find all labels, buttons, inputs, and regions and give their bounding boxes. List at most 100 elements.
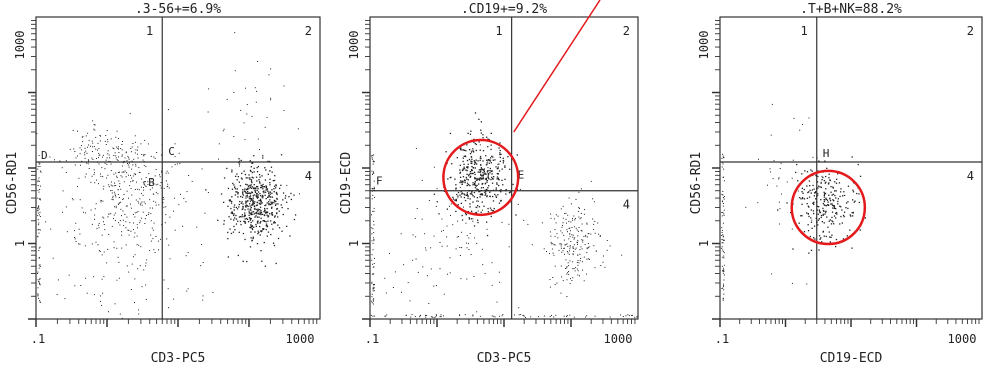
edge-event <box>722 249 724 251</box>
data-point <box>237 220 239 222</box>
data-point <box>474 173 476 176</box>
data-point <box>824 160 826 162</box>
data-point <box>502 160 505 162</box>
data-point <box>228 216 230 218</box>
data-point <box>153 193 155 195</box>
data-point <box>600 265 602 266</box>
edge-event <box>37 197 39 199</box>
data-point <box>489 207 492 209</box>
data-point <box>128 166 130 168</box>
data-point <box>290 192 292 195</box>
data-point <box>473 150 475 152</box>
data-point <box>412 234 414 236</box>
data-point <box>457 191 460 194</box>
data-point <box>568 238 570 240</box>
data-point <box>121 247 123 249</box>
data-point <box>802 197 804 200</box>
edge-event <box>631 314 633 316</box>
data-point <box>563 248 565 249</box>
data-point <box>482 172 484 174</box>
data-point <box>793 117 795 119</box>
data-point <box>845 207 847 209</box>
data-point <box>137 200 139 202</box>
data-point <box>247 188 249 190</box>
data-point <box>486 136 488 138</box>
edge-event <box>38 250 40 251</box>
data-point <box>815 174 817 177</box>
data-point <box>818 210 821 212</box>
data-point <box>572 268 574 270</box>
data-point <box>174 143 176 145</box>
data-point <box>75 157 77 159</box>
data-point <box>85 135 87 137</box>
data-point <box>268 74 270 76</box>
data-point <box>110 170 112 172</box>
edge-event <box>723 198 725 200</box>
data-point <box>834 181 836 183</box>
data-point <box>233 92 235 93</box>
edge-event <box>37 189 39 191</box>
data-point <box>859 175 862 177</box>
data-point <box>568 220 570 222</box>
data-point <box>842 238 845 240</box>
data-point <box>461 169 464 172</box>
data-point <box>234 188 237 190</box>
data-point <box>469 171 472 173</box>
data-point <box>824 182 826 184</box>
data-point <box>79 153 81 155</box>
data-point <box>138 189 140 191</box>
pointer-line <box>513 0 601 133</box>
data-point <box>110 213 112 215</box>
data-point <box>252 197 254 199</box>
data-point <box>128 158 130 160</box>
data-point <box>233 214 235 217</box>
data-point <box>282 213 284 216</box>
data-point <box>579 218 581 220</box>
data-point <box>457 195 459 197</box>
data-point <box>271 171 273 173</box>
data-point <box>275 184 277 186</box>
data-point <box>815 198 817 200</box>
data-point <box>235 206 237 209</box>
data-point <box>470 169 473 171</box>
data-point <box>123 194 125 195</box>
edge-event <box>372 300 374 302</box>
data-point <box>238 231 240 233</box>
data-point <box>435 285 437 287</box>
data-point <box>261 196 263 198</box>
data-point <box>475 162 477 164</box>
data-point <box>777 209 779 211</box>
data-point <box>807 191 809 194</box>
data-point <box>141 204 143 206</box>
data-point <box>823 193 826 195</box>
data-point <box>265 198 267 200</box>
data-point <box>256 167 258 169</box>
data-point <box>168 244 170 246</box>
data-point <box>573 250 575 252</box>
data-point <box>144 184 146 186</box>
data-point <box>105 135 107 136</box>
edge-event <box>372 242 374 244</box>
data-point <box>460 180 462 182</box>
data-point <box>264 194 266 196</box>
data-point <box>575 267 577 269</box>
data-point <box>558 249 560 251</box>
data-point <box>137 149 138 151</box>
data-point <box>288 196 290 198</box>
data-point <box>830 191 832 193</box>
data-point <box>99 140 101 142</box>
data-point <box>85 212 86 214</box>
data-point <box>86 146 88 148</box>
data-point <box>562 224 563 226</box>
data-point <box>68 274 70 276</box>
data-point <box>435 206 437 207</box>
data-point <box>150 240 152 242</box>
data-point <box>268 191 270 193</box>
data-point <box>251 228 254 231</box>
edge-event <box>38 155 40 156</box>
data-point <box>287 208 289 210</box>
data-point <box>452 196 454 198</box>
data-point <box>120 201 122 203</box>
data-point <box>160 154 162 156</box>
edge-event <box>622 315 624 317</box>
